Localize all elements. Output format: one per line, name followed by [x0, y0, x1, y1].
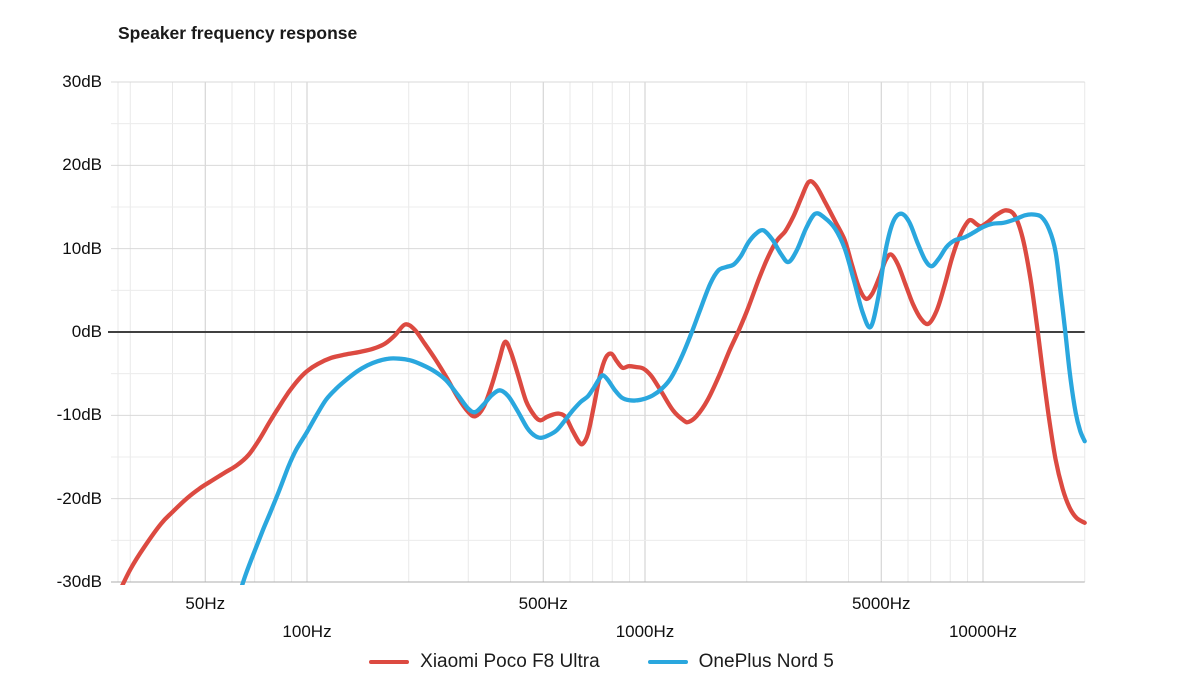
- chart-title: Speaker frequency response: [118, 23, 358, 43]
- x-axis-label: 5000Hz: [851, 594, 911, 613]
- y-axis-label: -30dB: [56, 571, 102, 591]
- y-axis-label: -20dB: [56, 488, 102, 508]
- legend-label-oneplus: OnePlus Nord 5: [698, 651, 834, 672]
- legend-swatch-xiaomi: [369, 659, 410, 665]
- legend-label-xiaomi: Xiaomi Poco F8 Ultra: [420, 651, 600, 672]
- y-axis-label: 0dB: [71, 322, 102, 341]
- x-axis-label: 100Hz: [282, 622, 332, 641]
- y-axis-label: 30dB: [62, 72, 102, 91]
- x-axis-label: 50Hz: [185, 594, 226, 613]
- y-axis-label: 20dB: [62, 155, 102, 175]
- x-axis-label: 500Hz: [518, 594, 568, 613]
- legend: Xiaomi Poco F8 Ultra OnePlus Nord 5: [118, 651, 1085, 673]
- y-axis-label: -10dB: [56, 405, 102, 425]
- series-line-oneplus: [239, 211, 1087, 585]
- x-axis-label: 1000Hz: [615, 622, 675, 641]
- x-axis-label: 10000Hz: [948, 622, 1018, 641]
- y-axis-label: 10dB: [62, 238, 102, 258]
- legend-item-xiaomi[interactable]: Xiaomi Poco F8 Ultra: [369, 651, 600, 673]
- series-line-xiaomi: [120, 179, 1087, 585]
- legend-item-oneplus[interactable]: OnePlus Nord 5: [647, 651, 834, 673]
- legend-swatch-oneplus: [647, 659, 688, 665]
